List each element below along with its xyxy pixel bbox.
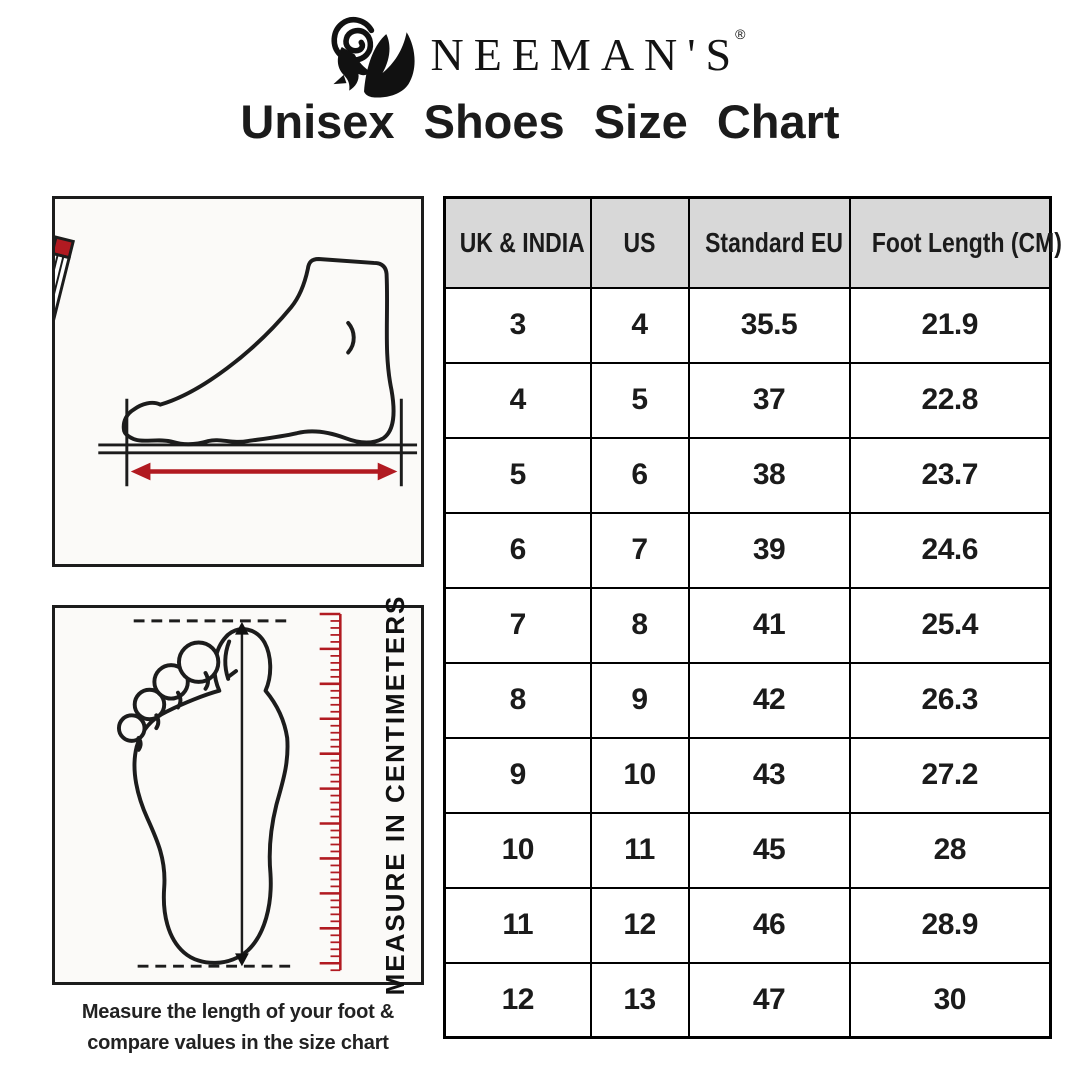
footprint-measure-diagram: MEASURE IN CENTIMETERS <box>52 595 424 995</box>
table-cell: 45 <box>687 811 851 889</box>
table-row: 12 13 47 30 <box>443 961 1052 1039</box>
table-cell: 4 <box>589 286 690 364</box>
size-table-container: UK & INDIA US Standard EU Foot Length (CM) … <box>443 196 1061 1039</box>
table-cell: 38 <box>687 436 851 514</box>
table-cell: 9 <box>443 736 592 814</box>
cm-ruler <box>319 612 342 972</box>
table-row: 11 12 46 28.9 <box>443 886 1052 964</box>
table-cell: 5 <box>589 361 690 439</box>
size-table-body: 3 4 35.5 21.9 4 5 37 22.8 5 6 38 23.7 6 7 39 24.6 7 8 41 25… <box>443 286 1052 1039</box>
table-cell: 9 <box>589 661 690 739</box>
table-cell: 10 <box>443 811 592 889</box>
ruler-label: MEASURE IN CENTIMETERS <box>380 594 410 996</box>
table-cell: 12 <box>589 886 690 964</box>
brand-logo: NEEMAN'S ® <box>0 8 1080 100</box>
column-header: Foot Length (CM) <box>848 196 1061 289</box>
table-cell: 30 <box>848 961 1052 1039</box>
table-cell: 43 <box>687 736 851 814</box>
table-cell: 6 <box>443 511 592 589</box>
table-cell: 46 <box>687 886 851 964</box>
length-measure-arrow <box>130 462 398 481</box>
table-cell: 41 <box>687 586 851 664</box>
table-cell: 47 <box>687 961 851 1039</box>
table-cell: 39 <box>687 511 851 589</box>
brand-wordmark: NEEMAN'S <box>430 28 742 80</box>
table-cell: 23.7 <box>848 436 1052 514</box>
measure-caption: Measure the length of your foot & compar… <box>40 997 436 1059</box>
table-cell: 22.8 <box>848 361 1052 439</box>
footprint-measure-illustration <box>116 612 342 972</box>
table-cell: 8 <box>443 661 592 739</box>
ram-head-icon <box>331 16 415 98</box>
table-cell: 8 <box>589 586 690 664</box>
table-cell: 7 <box>443 586 592 664</box>
table-cell: 11 <box>443 886 592 964</box>
column-header: US <box>589 196 690 289</box>
table-cell: 24.6 <box>848 511 1052 589</box>
length-arrow <box>235 621 249 967</box>
table-cell: 13 <box>589 961 690 1039</box>
table-cell: 21.9 <box>848 286 1052 364</box>
size-table: UK & INDIA US Standard EU Foot Length (CM) … <box>443 196 1061 1039</box>
table-cell: 26.3 <box>848 661 1052 739</box>
pencil-icon <box>55 235 75 401</box>
table-cell: 37 <box>687 361 851 439</box>
table-cell: 6 <box>589 436 690 514</box>
table-row: 9 10 43 27.2 <box>443 736 1052 814</box>
table-cell: 27.2 <box>848 736 1052 814</box>
page-title: Unisex Shoes Size Chart <box>240 95 840 148</box>
table-cell: 10 <box>589 736 690 814</box>
table-row: 8 9 42 26.3 <box>443 661 1052 739</box>
table-cell: 35.5 <box>687 286 851 364</box>
table-cell: 5 <box>443 436 592 514</box>
table-row: 5 6 38 23.7 <box>443 436 1052 514</box>
table-row: 3 4 35.5 21.9 <box>443 286 1052 364</box>
table-row: 7 8 41 25.4 <box>443 586 1052 664</box>
column-header: Standard EU <box>687 196 851 289</box>
table-cell: 4 <box>443 361 592 439</box>
table-cell: 12 <box>443 961 592 1039</box>
table-cell: 7 <box>589 511 690 589</box>
registered-trademark-symbol: ® <box>735 26 746 42</box>
table-cell: 11 <box>589 811 690 889</box>
caption-line-1: Measure the length of your foot & <box>81 1001 395 1023</box>
ankle-mark <box>346 320 356 355</box>
foot-side-measure-illustration <box>55 235 418 487</box>
table-cell: 28.9 <box>848 886 1052 964</box>
caption-line-2: compare values in the size chart <box>87 1032 389 1054</box>
ruler-ticks <box>319 612 341 972</box>
table-row: 4 5 37 22.8 <box>443 361 1052 439</box>
table-cell: 42 <box>687 661 851 739</box>
table-row: 10 11 45 28 <box>443 811 1052 889</box>
toes <box>116 639 238 752</box>
table-header-row: UK & INDIA US Standard EU Foot Length (CM) <box>443 196 1061 289</box>
column-header: UK & INDIA <box>443 196 592 289</box>
table-cell: 3 <box>443 286 592 364</box>
foot-side-measure-diagram <box>52 196 424 567</box>
table-row: 6 7 39 24.6 <box>443 511 1052 589</box>
foot-outline <box>121 257 396 447</box>
table-cell: 25.4 <box>848 586 1052 664</box>
footprint-outline <box>132 627 290 965</box>
table-cell: 28 <box>848 811 1052 889</box>
